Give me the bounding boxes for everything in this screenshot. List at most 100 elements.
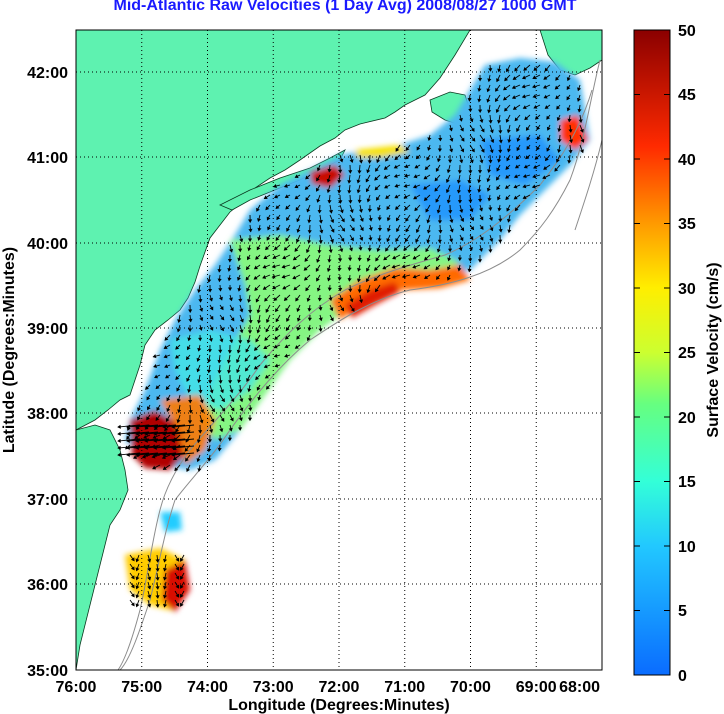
velocity-arrowhead — [239, 407, 244, 412]
velocity-arrowhead — [196, 458, 201, 463]
velocity-arrowhead — [245, 266, 250, 271]
velocity-arrowhead — [295, 238, 300, 243]
velocity-arrowhead — [255, 298, 260, 303]
velocity-arrowhead — [294, 345, 299, 349]
velocity-arrowhead — [522, 105, 527, 109]
velocity-arrowhead — [271, 274, 276, 279]
velocity-arrowhead — [227, 350, 232, 354]
velocity-arrowhead — [246, 287, 250, 292]
velocity-arrowhead — [375, 288, 379, 293]
velocity-arrowhead — [207, 457, 212, 462]
velocity-arrowhead — [283, 183, 288, 188]
velocity-arrowhead — [147, 576, 152, 581]
x-tick-label: 71:00 — [384, 679, 425, 696]
velocity-arrowhead — [403, 194, 408, 199]
velocity-arrowhead — [395, 217, 400, 222]
velocity-arrowhead — [504, 107, 508, 112]
velocity-arrowhead — [487, 197, 492, 202]
velocity-arrowhead — [554, 167, 559, 172]
velocity-arrowhead — [217, 278, 222, 283]
velocity-arrowhead — [285, 237, 290, 242]
velocity-arrowhead — [366, 267, 370, 272]
velocity-arrowhead — [468, 247, 473, 251]
velocity-arrowhead — [471, 148, 475, 153]
velocity-arrowhead — [147, 585, 152, 590]
velocity-arrowhead — [405, 146, 410, 151]
velocity-arrowhead — [514, 164, 519, 169]
velocity-arrowhead — [536, 126, 541, 131]
colorbar-tick-label: 5 — [678, 603, 687, 620]
velocity-arrowhead — [305, 197, 310, 202]
velocity-arrowhead — [263, 255, 268, 259]
velocity-arrowhead — [394, 156, 399, 161]
velocity-arrowhead — [211, 408, 215, 413]
velocity-arrowhead — [207, 359, 212, 363]
velocity-arrowhead — [296, 307, 301, 312]
velocity-arrowhead — [470, 127, 475, 132]
velocity-arrowhead — [188, 309, 193, 313]
velocity-arrowhead — [146, 396, 151, 401]
velocity-arrowhead — [207, 288, 213, 293]
velocity-arrowhead — [556, 158, 560, 163]
velocity-arrowhead — [256, 319, 262, 324]
velocity-arrowhead — [349, 247, 353, 252]
figure-title: Mid-Atlantic Raw Velocities (1 Day Avg) … — [113, 0, 577, 14]
velocity-arrowhead — [294, 195, 299, 200]
velocity-arrowhead — [276, 216, 281, 221]
velocity-arrowhead — [377, 227, 383, 232]
velocity-arrowhead — [506, 157, 511, 162]
velocity-arrowhead — [447, 248, 453, 253]
velocity-arrowhead — [264, 297, 269, 302]
velocity-arrowhead — [130, 575, 135, 580]
velocity-arrowhead — [532, 94, 537, 99]
velocity-arrowhead — [415, 238, 420, 243]
velocity-arrowhead — [436, 209, 441, 214]
velocity-arrowhead — [292, 265, 297, 270]
velocity-arrowhead — [155, 586, 160, 590]
velocity-arrowhead — [220, 327, 224, 332]
velocity-arrowhead — [523, 66, 528, 71]
velocity-arrowhead — [281, 274, 286, 279]
velocity-arrowhead — [239, 329, 244, 334]
velocity-arrowhead — [469, 159, 474, 164]
velocity-arrowhead — [117, 431, 121, 436]
velocity-arrowhead — [568, 129, 573, 133]
velocity-arrowhead — [579, 149, 584, 154]
velocity-arrowhead — [236, 359, 240, 364]
velocity-arrowhead — [186, 346, 191, 351]
velocity-arrowhead — [337, 267, 342, 272]
velocity-arrowhead — [164, 364, 169, 369]
velocity-arrowhead — [295, 206, 300, 211]
velocity-arrow — [172, 424, 195, 428]
velocity-arrowhead — [262, 274, 267, 279]
velocity-arrowhead — [438, 229, 443, 234]
velocity-arrowhead — [339, 158, 344, 163]
velocity-arrowhead — [227, 437, 232, 442]
velocity-arrowhead — [490, 139, 495, 144]
velocity-arrowhead — [328, 249, 333, 254]
velocity-arrowhead — [218, 438, 223, 443]
velocity-arrowhead — [498, 139, 503, 144]
velocity-arrowhead — [405, 228, 410, 233]
velocity-arrowhead — [117, 424, 121, 429]
velocity-arrowhead — [580, 138, 585, 143]
velocity-arrowhead — [229, 417, 234, 422]
velocity-arrowhead — [176, 328, 181, 333]
coverage-shelf-edge — [330, 265, 470, 320]
velocity-arrowhead — [246, 339, 251, 344]
velocity-arrowhead — [227, 277, 232, 282]
velocity-arrowhead — [180, 566, 184, 571]
velocity-arrowhead — [162, 431, 166, 436]
velocity-arrowhead — [152, 435, 157, 439]
velocity-arrowhead — [479, 236, 484, 241]
velocity-arrowhead — [546, 147, 551, 152]
velocity-arrowhead — [359, 236, 364, 241]
velocity-arrowhead — [424, 256, 428, 261]
velocity-arrowhead — [256, 309, 261, 314]
velocity-arrowhead — [348, 170, 353, 174]
velocity-arrowhead — [285, 205, 290, 210]
velocity-arrowhead — [137, 407, 141, 412]
velocity-arrowhead — [460, 227, 465, 232]
velocity-arrowhead — [126, 438, 130, 443]
velocity-arrowhead — [171, 445, 175, 450]
